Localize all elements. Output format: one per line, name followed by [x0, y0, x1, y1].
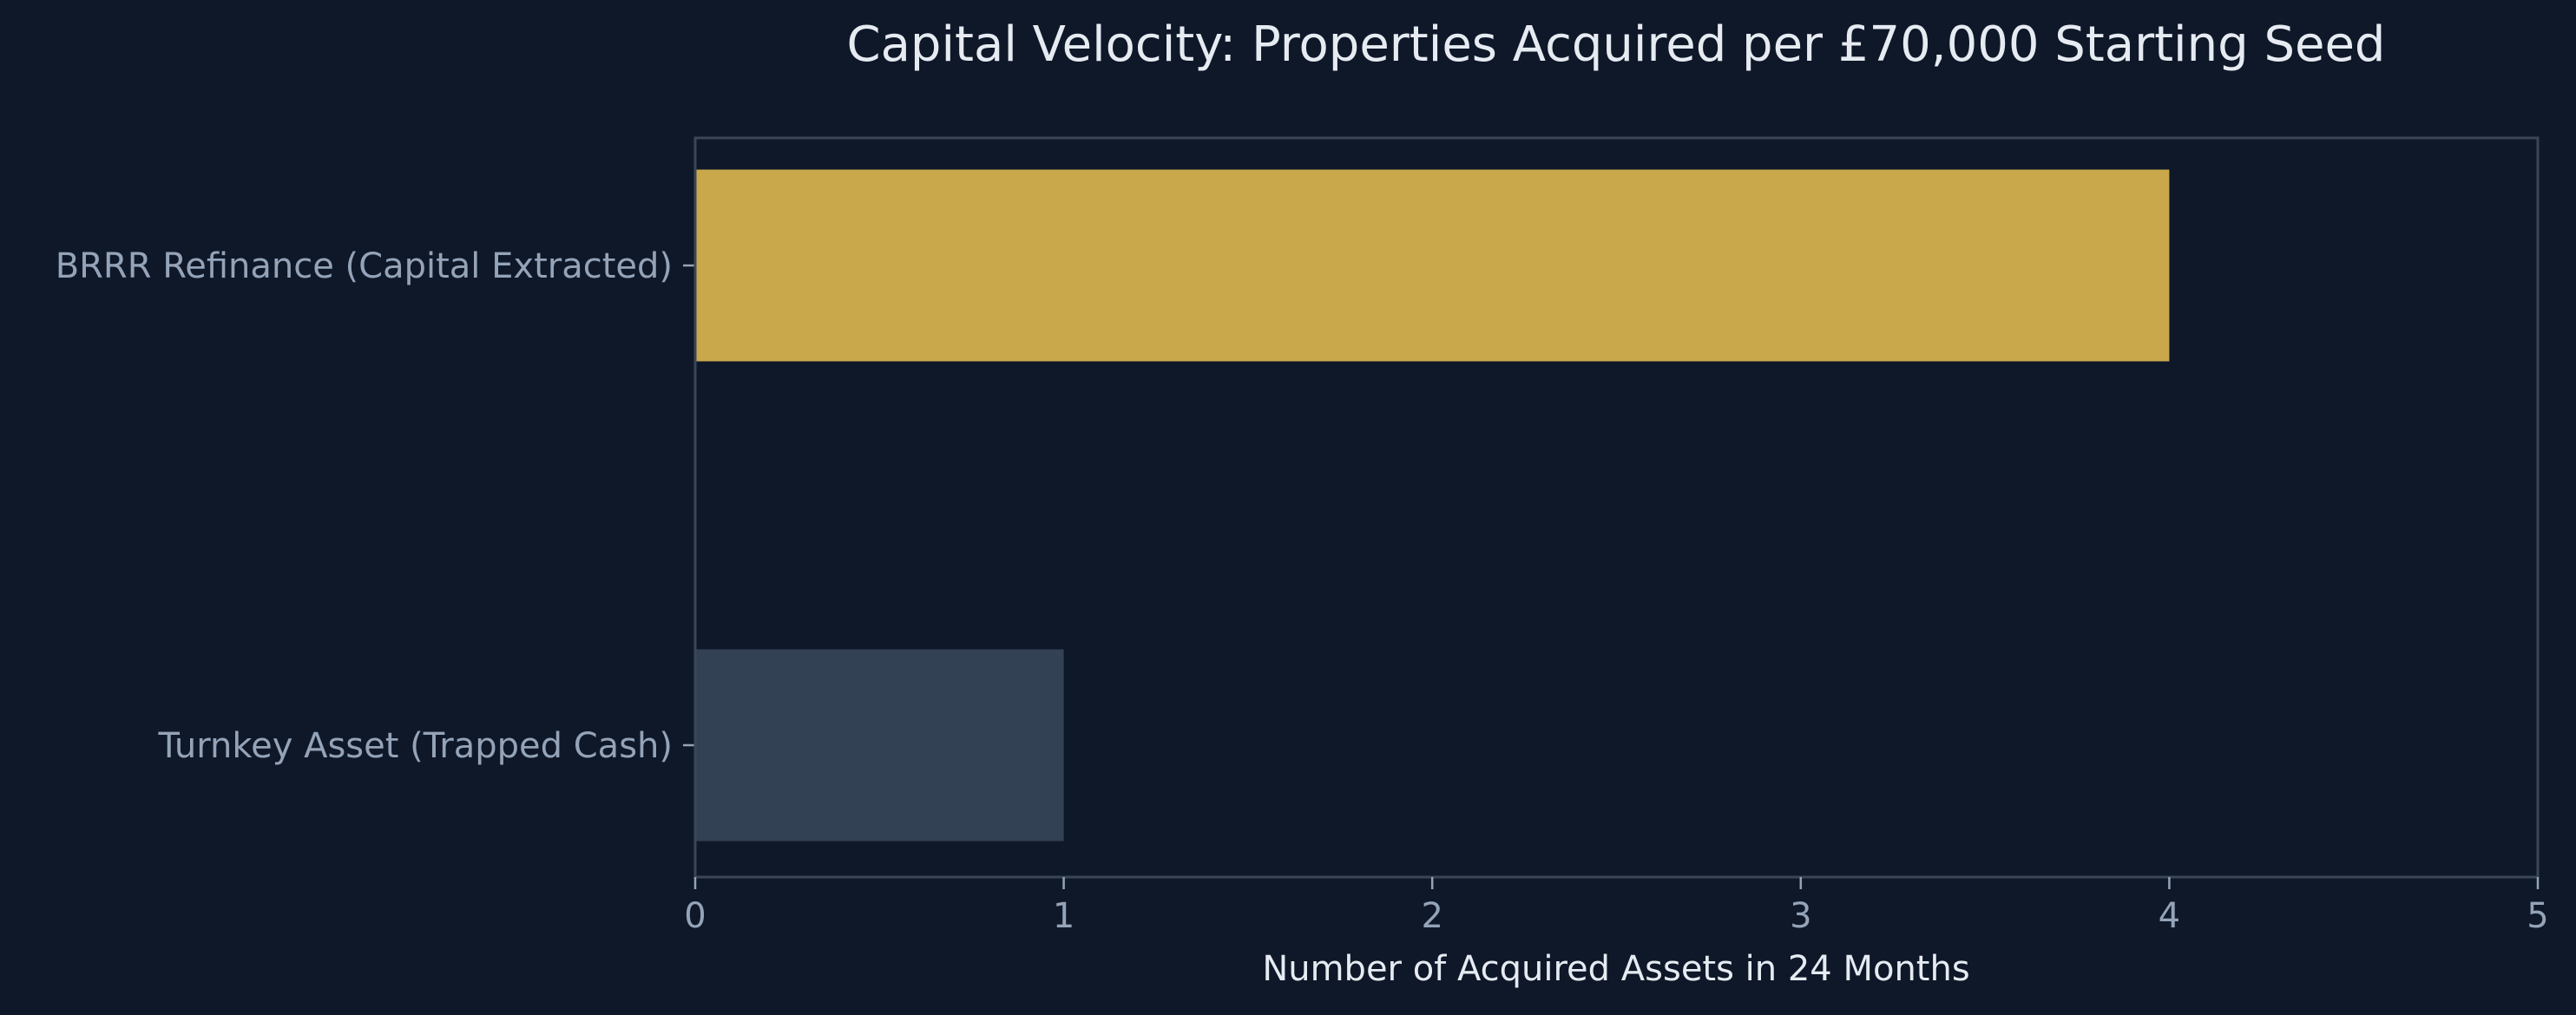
- plot-area: BRRR Refinance (Capital Extracted) Turnke…: [56, 136, 2549, 936]
- plot-frame: [693, 136, 2540, 879]
- x-axis-label: Number of Acquired Assets in 24 Months: [1262, 949, 1969, 989]
- x-tick-label: 1: [1053, 896, 1074, 936]
- bar-0: [695, 169, 2170, 362]
- x-tick-label: 0: [684, 896, 706, 936]
- x-tick-label: 4: [2159, 896, 2180, 936]
- x-tick-label: 2: [1421, 896, 1442, 936]
- y-tick-label: Turnkey Asset (Trapped Cash): [158, 726, 673, 766]
- y-tick-label: BRRR Refinance (Capital Extracted): [56, 246, 673, 286]
- x-tick-label: 3: [1790, 896, 1811, 936]
- bar-1: [695, 649, 1064, 841]
- x-tick-label: 5: [2527, 896, 2548, 936]
- chart-title: Capital Velocity: Properties Acquired pe…: [847, 16, 2386, 73]
